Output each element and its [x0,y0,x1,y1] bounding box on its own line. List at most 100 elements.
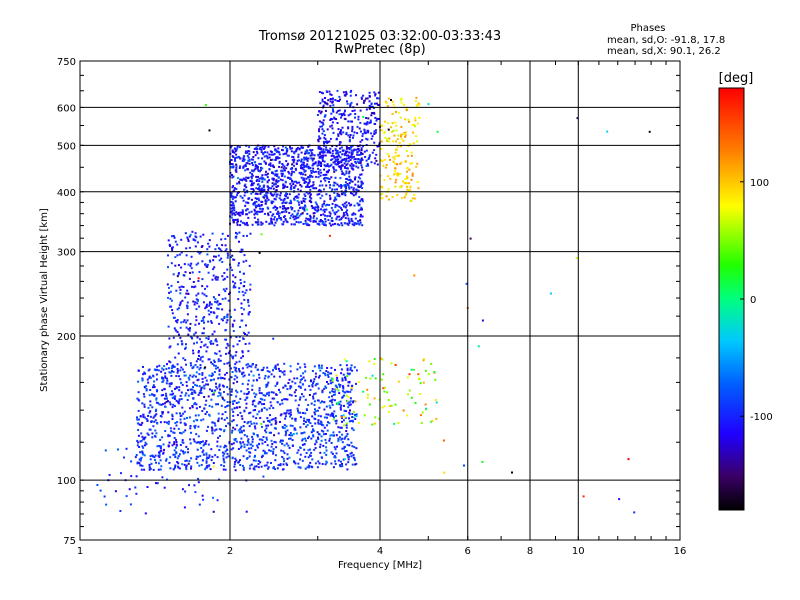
data-point [427,103,430,106]
data-point [237,211,240,214]
data-point [341,203,344,206]
data-point [367,158,370,160]
data-point [215,275,218,278]
data-point [338,113,341,116]
data-point [186,417,188,419]
data-point [251,223,254,226]
data-point [264,162,267,165]
data-point [313,212,316,214]
data-point [214,300,217,303]
data-point [160,445,162,448]
data-point [306,159,309,162]
data-point [189,427,192,430]
data-point [333,170,336,173]
data-point [299,378,302,381]
data-point [411,162,413,165]
data-point [240,415,243,418]
data-point [256,413,259,416]
data-point [346,150,349,153]
x-axis: 1 2 4 6 8 10 16 [77,61,686,557]
data-point [324,154,327,157]
data-point [221,377,224,379]
data-point [149,415,152,418]
data-point [223,377,226,380]
data-point [241,382,244,385]
data-point [323,202,325,205]
data-point [606,130,609,133]
data-point [299,426,302,429]
data-point [367,117,370,120]
data-point [276,156,279,159]
data-point [258,376,261,379]
data-point [204,413,207,415]
data-point [422,358,425,361]
data-point [211,362,214,365]
data-point [198,252,201,255]
data-point [337,426,340,429]
data-point [278,375,281,378]
data-point [222,468,225,471]
data-point [224,338,227,341]
data-point [230,159,233,161]
data-point [343,173,346,176]
data-point [292,156,295,159]
data-point [307,464,310,467]
data-point [309,193,312,196]
data-point [350,441,353,444]
data-point [197,351,200,354]
data-point [633,511,636,514]
data-point [140,468,143,471]
data-point [330,163,333,166]
data-point [179,418,182,421]
data-point [204,441,207,444]
y-tick-label: 100 [57,476,76,487]
data-point [261,208,264,210]
data-point [288,393,291,396]
data-point [286,409,289,412]
data-point [198,354,200,357]
data-point [368,100,371,103]
data-point [320,121,323,124]
data-point [161,403,164,406]
data-point [348,151,351,154]
data-point [370,161,373,164]
data-point [143,371,146,374]
data-point [136,397,139,400]
data-point [349,403,352,406]
data-point [173,395,176,398]
data-point [411,124,414,127]
data-point [136,416,138,419]
data-point [303,448,306,451]
data-point [361,182,364,185]
data-point [242,338,245,340]
data-point [179,301,182,304]
data-point [262,449,265,452]
data-point [325,449,328,452]
data-point [329,104,332,107]
data-point [283,362,286,365]
data-point [235,389,238,392]
data-point [274,468,276,471]
data-point [257,466,260,469]
data-point [295,148,298,150]
data-point [303,170,306,173]
data-point [481,319,484,322]
data-point [401,197,403,200]
data-point [328,396,331,399]
data-point [283,460,286,463]
data-point [347,184,350,187]
data-point [218,449,221,451]
data-point [193,425,196,428]
data-point [358,154,361,156]
data-point [190,335,193,338]
data-point [251,438,254,441]
data-point [232,204,235,207]
data-point [345,212,348,215]
data-point [252,189,255,192]
data-point [177,375,180,378]
data-point [175,289,178,292]
data-point [240,302,243,305]
data-point [238,287,241,290]
data-point [230,165,233,168]
data-point [339,384,342,386]
